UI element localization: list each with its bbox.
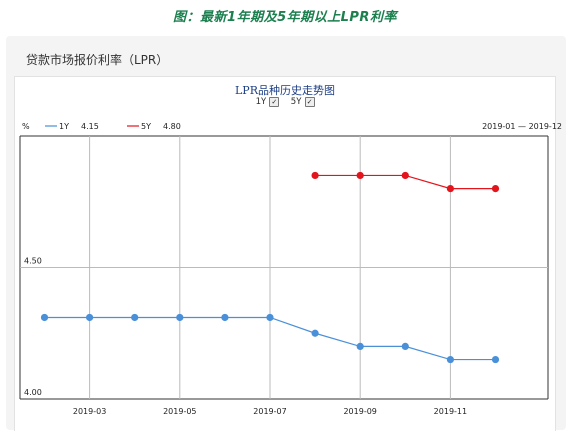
toggle-5y-label: 5Y xyxy=(290,97,302,107)
legend-value-5y: 4.80 xyxy=(163,122,181,131)
y-tick-label: 4.00 xyxy=(24,388,42,397)
legend-value-1y: 4.15 xyxy=(81,122,99,131)
data-point-1y xyxy=(86,313,94,322)
data-point-1y xyxy=(131,313,139,322)
toggle-5y[interactable]: 5Y ✓ xyxy=(291,97,315,107)
toggle-1y[interactable]: 1Y ✓ xyxy=(255,97,280,107)
data-point-1y xyxy=(40,313,49,322)
data-point-5y xyxy=(356,171,364,180)
toggle-5y-checkbox[interactable]: ✓ xyxy=(304,97,315,107)
data-point-1y xyxy=(356,342,364,350)
toggle-1y-checkbox[interactable]: ✓ xyxy=(269,97,280,107)
data-point-1y xyxy=(176,313,184,322)
data-point-1y xyxy=(446,355,454,364)
data-point-1y xyxy=(311,329,319,337)
figure-caption: 图：最新1年期及5年期以上LPR利率 xyxy=(173,10,397,25)
chart-title: LPR品种历史走势图 xyxy=(235,84,335,97)
x-tick-label: 2019-05 xyxy=(163,407,196,416)
x-tick-label: 2019-03 xyxy=(73,407,106,416)
series-toggles: 1Y ✓ 5Y ✓ xyxy=(0,97,570,107)
data-point-1y xyxy=(491,355,500,364)
y-axis-unit: % xyxy=(22,122,30,131)
data-point-1y xyxy=(221,313,229,322)
data-point-1y xyxy=(266,313,274,322)
x-tick-label: 2019-07 xyxy=(253,407,286,416)
x-tick-label: 2019-11 xyxy=(434,407,467,416)
x-tick-label: 2019-09 xyxy=(343,407,376,416)
card-title: 贷款市场报价利率（LPR） xyxy=(26,53,169,67)
data-point-5y xyxy=(401,171,409,180)
date-range-label: 2019-01 — 2019-12 xyxy=(482,122,562,131)
toggle-1y-label: 1Y xyxy=(255,97,267,107)
data-point-1y xyxy=(401,342,409,350)
data-point-5y xyxy=(491,185,500,193)
data-point-5y xyxy=(311,171,319,180)
legend-name-5y: 5Y xyxy=(141,122,151,131)
data-point-5y xyxy=(446,185,454,193)
legend-name-1y: 1Y xyxy=(59,122,69,131)
y-tick-label: 4.50 xyxy=(24,257,42,266)
chart-panel xyxy=(14,76,556,431)
